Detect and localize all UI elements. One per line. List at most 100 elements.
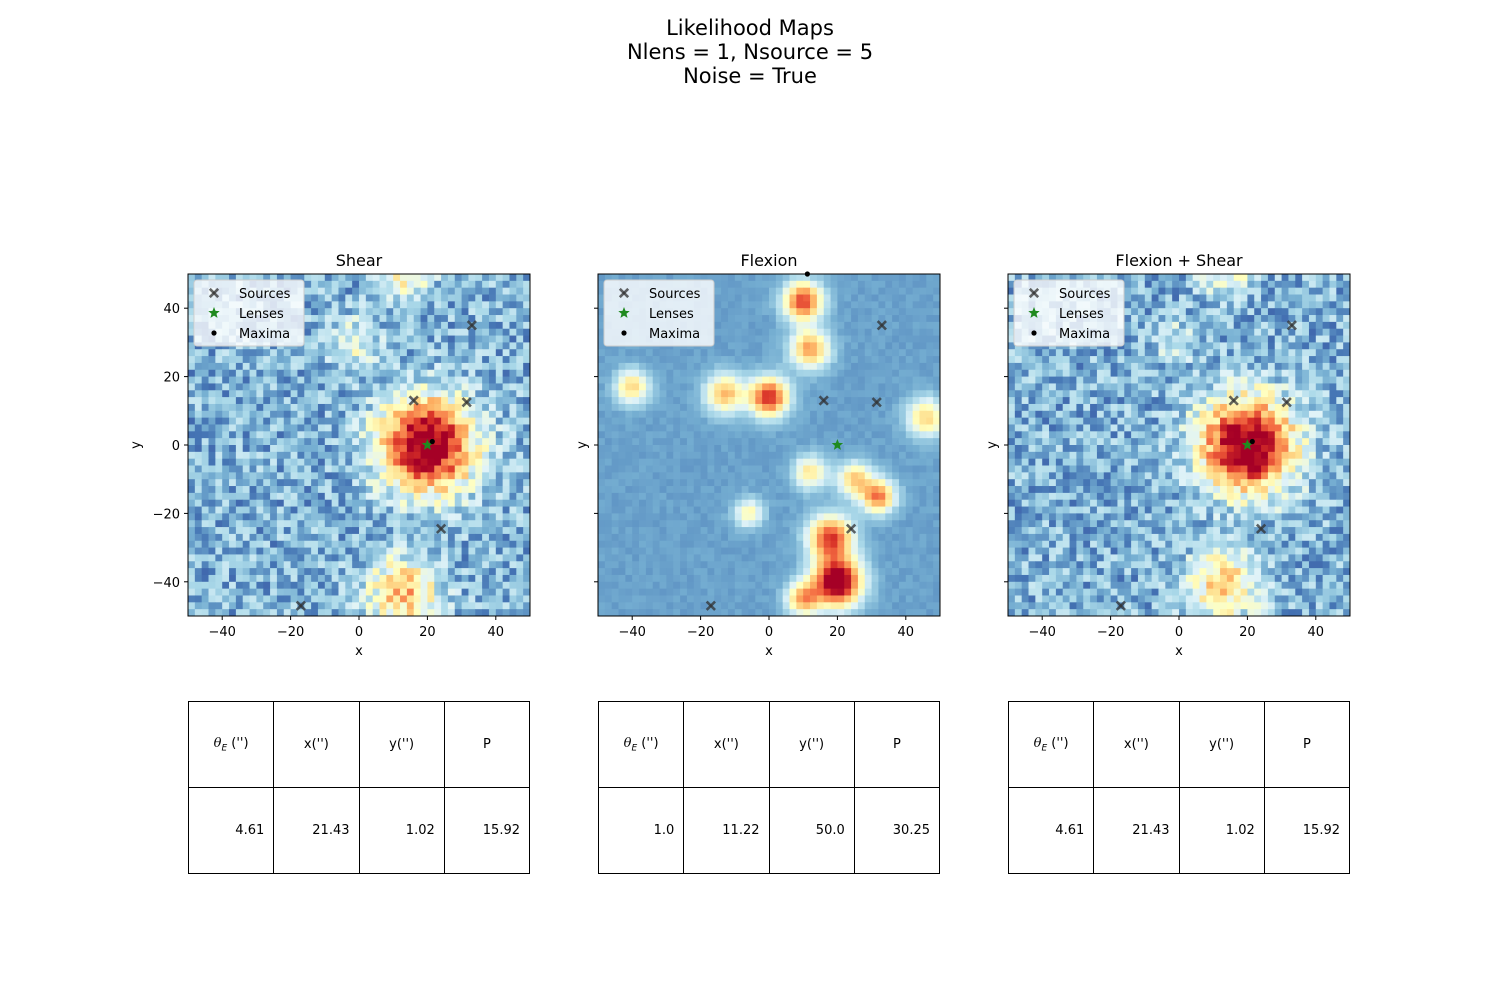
heatmap-cell (270, 465, 278, 473)
heatmap-cell (673, 554, 681, 562)
heatmap-cell (461, 445, 469, 453)
heatmap-cell (502, 451, 510, 460)
heatmap-cell (523, 294, 531, 302)
heatmap-cell (707, 376, 715, 384)
heatmap-cell (871, 561, 879, 569)
heatmap-cell (263, 533, 271, 542)
heatmap-cell (789, 280, 797, 289)
heatmap-cell (461, 499, 469, 507)
heatmap-cell (769, 349, 777, 357)
heatmap-cell (317, 465, 326, 473)
heatmap-cell (311, 390, 319, 398)
heatmap-cell (475, 540, 483, 548)
heatmap-cell (871, 602, 879, 610)
heatmap-cell (857, 383, 866, 391)
heatmap-cell (700, 520, 708, 528)
heatmap-cell (659, 486, 667, 494)
heatmap-cell (509, 362, 517, 371)
heatmap-cell (194, 458, 203, 466)
flexion-heatmap-cells (598, 274, 941, 617)
heatmap-cell (933, 308, 941, 316)
heatmap-cell (509, 335, 517, 343)
heatmap-cell (871, 280, 879, 289)
heatmap-cell (317, 506, 326, 514)
heatmap-cell (871, 424, 879, 432)
heatmap-cell (283, 349, 291, 357)
heatmap-cell (454, 403, 462, 412)
heatmap-cell (475, 328, 483, 336)
heatmap-cell (482, 328, 490, 336)
heatmap-cell (475, 376, 483, 384)
heatmap-cell (686, 520, 695, 528)
heatmap-cell (789, 533, 797, 542)
heatmap-cell (727, 321, 736, 330)
heatmap-cell (714, 335, 722, 343)
heatmap-cell (359, 356, 367, 364)
heatmap-cell (400, 424, 408, 432)
heatmap-cell (502, 280, 510, 289)
heatmap-cell (235, 362, 244, 371)
heatmap-cell (413, 308, 421, 316)
heatmap-cell (352, 574, 360, 583)
heatmap-cell (816, 274, 825, 282)
heatmap-cell (714, 472, 722, 480)
heatmap-cell (434, 458, 442, 466)
heatmap-cell (830, 499, 838, 507)
heatmap-cell (857, 533, 866, 542)
heatmap-cell (762, 424, 770, 432)
heatmap-cell (400, 301, 408, 309)
heatmap-cell (686, 533, 695, 542)
heatmap-cell (475, 424, 483, 432)
heatmap-cell (495, 362, 504, 371)
heatmap-cell (188, 287, 196, 295)
heatmap-cell (447, 335, 456, 343)
heatmap-cell (256, 274, 264, 282)
heatmap-cell (748, 533, 756, 542)
heatmap-cell (714, 376, 722, 384)
heatmap-cell (413, 547, 421, 555)
heatmap-cell (393, 554, 401, 562)
heatmap-cell (283, 520, 291, 528)
heatmap-cell (659, 479, 667, 487)
heatmap-cell (495, 547, 504, 555)
heatmap-cell (871, 403, 879, 412)
heatmap-cell (338, 315, 346, 323)
heatmap-cell (659, 465, 667, 473)
heatmap-cell (721, 568, 729, 576)
heatmap-cell (420, 479, 428, 487)
heatmap-cell (796, 274, 804, 282)
heatmap-cell (188, 561, 196, 569)
heatmap-cell (618, 554, 626, 562)
heatmap-cell (475, 609, 483, 617)
heatmap-cell (885, 602, 893, 610)
heatmap-cell (789, 499, 797, 507)
heatmap-cell (775, 561, 784, 569)
heatmap-cell (844, 397, 852, 405)
heatmap-cell (707, 445, 715, 453)
heatmap-cell (502, 315, 510, 323)
heatmap-cell (447, 431, 456, 439)
heatmap-cell (495, 335, 504, 343)
heatmap-cell (673, 274, 681, 282)
heatmap-cell (208, 574, 216, 583)
heatmap-cell (516, 574, 524, 583)
heatmap-cell (434, 410, 442, 419)
heatmap-cell (235, 499, 244, 507)
heatmap-cell (898, 315, 907, 323)
heatmap-cell (338, 342, 346, 350)
heatmap-cell (393, 527, 401, 535)
heatmap-cell (830, 465, 838, 473)
heatmap-cell (803, 362, 811, 371)
heatmap-cell (803, 335, 811, 343)
heatmap-cell (933, 362, 941, 371)
heatmap-cell (270, 458, 278, 466)
heatmap-cell (926, 397, 934, 405)
heatmap-cell (495, 438, 504, 446)
heatmap-cell (666, 486, 674, 494)
heatmap-cell (393, 410, 401, 419)
heatmap-cell (598, 574, 606, 583)
heatmap-cell (420, 458, 428, 466)
heatmap-cell (926, 486, 934, 494)
heatmap-cell (352, 561, 360, 569)
heatmap-cell (645, 499, 654, 507)
